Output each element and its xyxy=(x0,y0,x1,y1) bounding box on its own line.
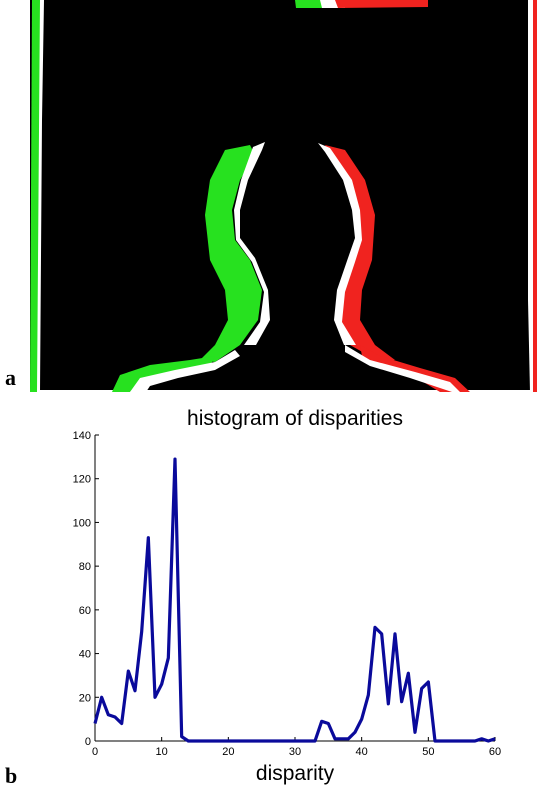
x-axis-ticks: 0 10 20 30 40 50 60 xyxy=(92,737,501,758)
x-tick-label: 0 xyxy=(92,746,98,758)
y-tick-label: 60 xyxy=(79,605,91,617)
right-border-white xyxy=(528,0,533,392)
chart-title: histogram of disparities xyxy=(187,407,403,430)
x-axis-label: disparity xyxy=(256,762,335,785)
shoulder-right-white xyxy=(345,345,460,392)
x-tick-label: 50 xyxy=(422,746,434,758)
top-red xyxy=(335,0,428,8)
histogram-panel: histogram of disparities 0 10 20 30 40 50 60 0… xyxy=(5,407,501,788)
left-border-white xyxy=(37,0,44,392)
x-tick-label: 20 xyxy=(222,746,234,758)
shoulder-left-green xyxy=(112,356,215,392)
left-border-green xyxy=(30,0,40,392)
head-left-green xyxy=(200,145,262,362)
series-line xyxy=(93,457,496,743)
y-tick-label: 140 xyxy=(73,430,91,442)
panel-a-letter: a xyxy=(5,365,16,390)
right-border-red xyxy=(533,0,537,392)
y-axis-ticks: 0 20 40 60 80 100 120 140 xyxy=(73,430,99,748)
y-tick-label: 100 xyxy=(73,517,91,529)
edge-map xyxy=(30,0,537,392)
image-background xyxy=(30,0,537,390)
head-right-white xyxy=(318,143,362,345)
head-left-white xyxy=(234,142,270,345)
panel-b-letter: b xyxy=(5,763,17,788)
y-tick-label: 80 xyxy=(79,561,91,573)
stereo-edge-image-panel: a xyxy=(5,0,537,392)
shoulder-left-white xyxy=(130,350,240,392)
y-tick-label: 120 xyxy=(73,474,91,486)
x-tick-label: 40 xyxy=(356,746,368,758)
x-tick-label: 10 xyxy=(156,746,168,758)
x-tick-label: 60 xyxy=(489,746,501,758)
y-tick-label: 40 xyxy=(79,649,91,661)
y-tick-label: 0 xyxy=(85,736,91,748)
x-tick-label: 30 xyxy=(289,746,301,758)
series-layer xyxy=(93,457,496,743)
y-tick-label: 20 xyxy=(79,692,91,704)
